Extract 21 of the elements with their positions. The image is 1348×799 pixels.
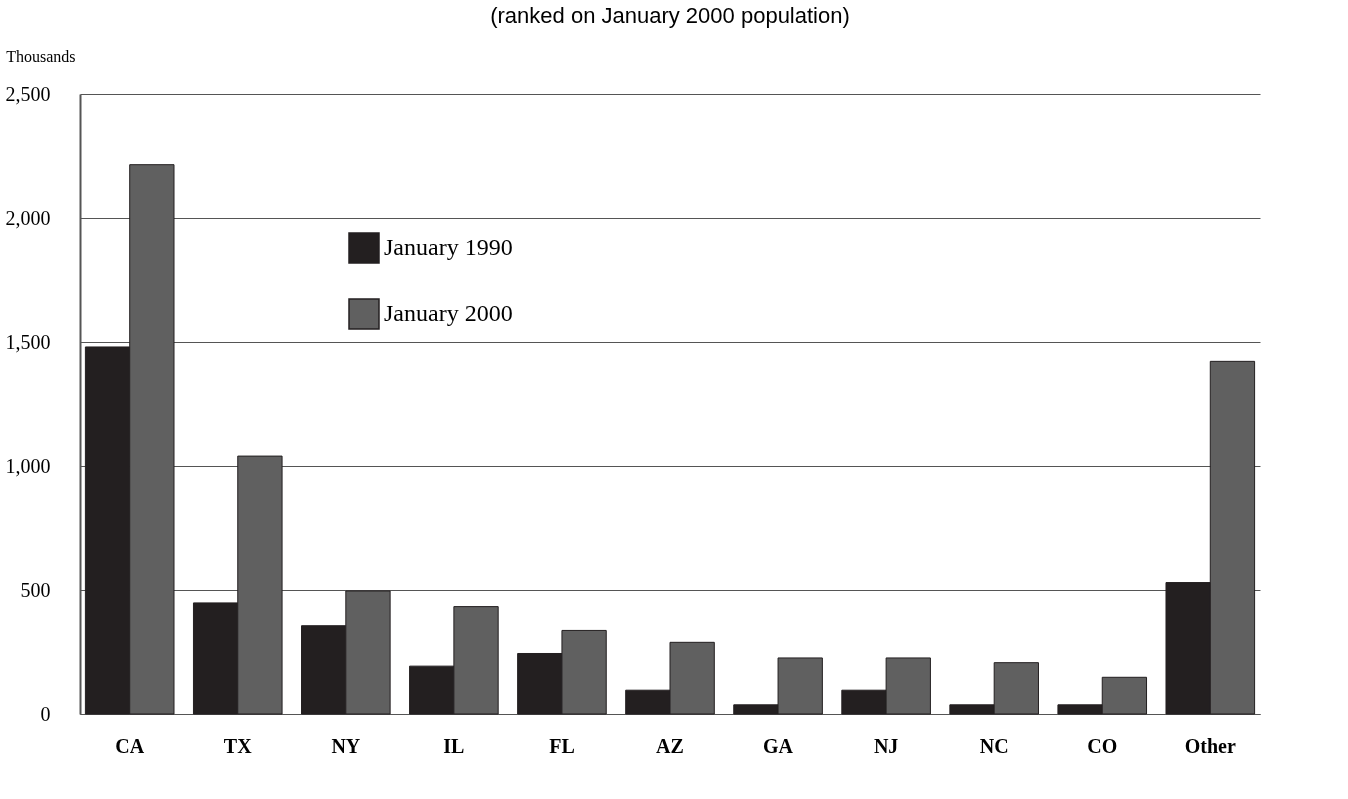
y-tick-label: 1,500 bbox=[5, 330, 51, 353]
x-tick-label: CA bbox=[115, 734, 145, 757]
y-tick-label: 2,000 bbox=[5, 206, 51, 229]
y-tick-label: 2,500 bbox=[5, 82, 51, 105]
y-tick-label: 500 bbox=[20, 578, 51, 601]
y-tick-label: 1,000 bbox=[5, 454, 51, 477]
y-axis-title: Thousands bbox=[6, 47, 76, 65]
x-tick-label: NJ bbox=[873, 734, 899, 757]
legend-label: January 2000 bbox=[384, 300, 513, 326]
x-tick-label: AZ bbox=[656, 734, 684, 757]
x-tick-label: TX bbox=[223, 734, 253, 757]
x-tick-label: Other bbox=[1184, 734, 1236, 757]
y-tick-label: 0 bbox=[40, 702, 51, 725]
x-tick-label: FL bbox=[549, 734, 575, 757]
x-tick-label: IL bbox=[443, 734, 465, 757]
x-tick-label: NC bbox=[979, 734, 1009, 757]
x-tick-label: NY bbox=[331, 734, 361, 757]
x-tick-label: CO bbox=[1087, 734, 1118, 757]
legend-label: January 1990 bbox=[384, 234, 513, 260]
x-tick-label: GA bbox=[763, 734, 794, 757]
chart-subtitle: (ranked on January 2000 population) bbox=[490, 3, 850, 28]
